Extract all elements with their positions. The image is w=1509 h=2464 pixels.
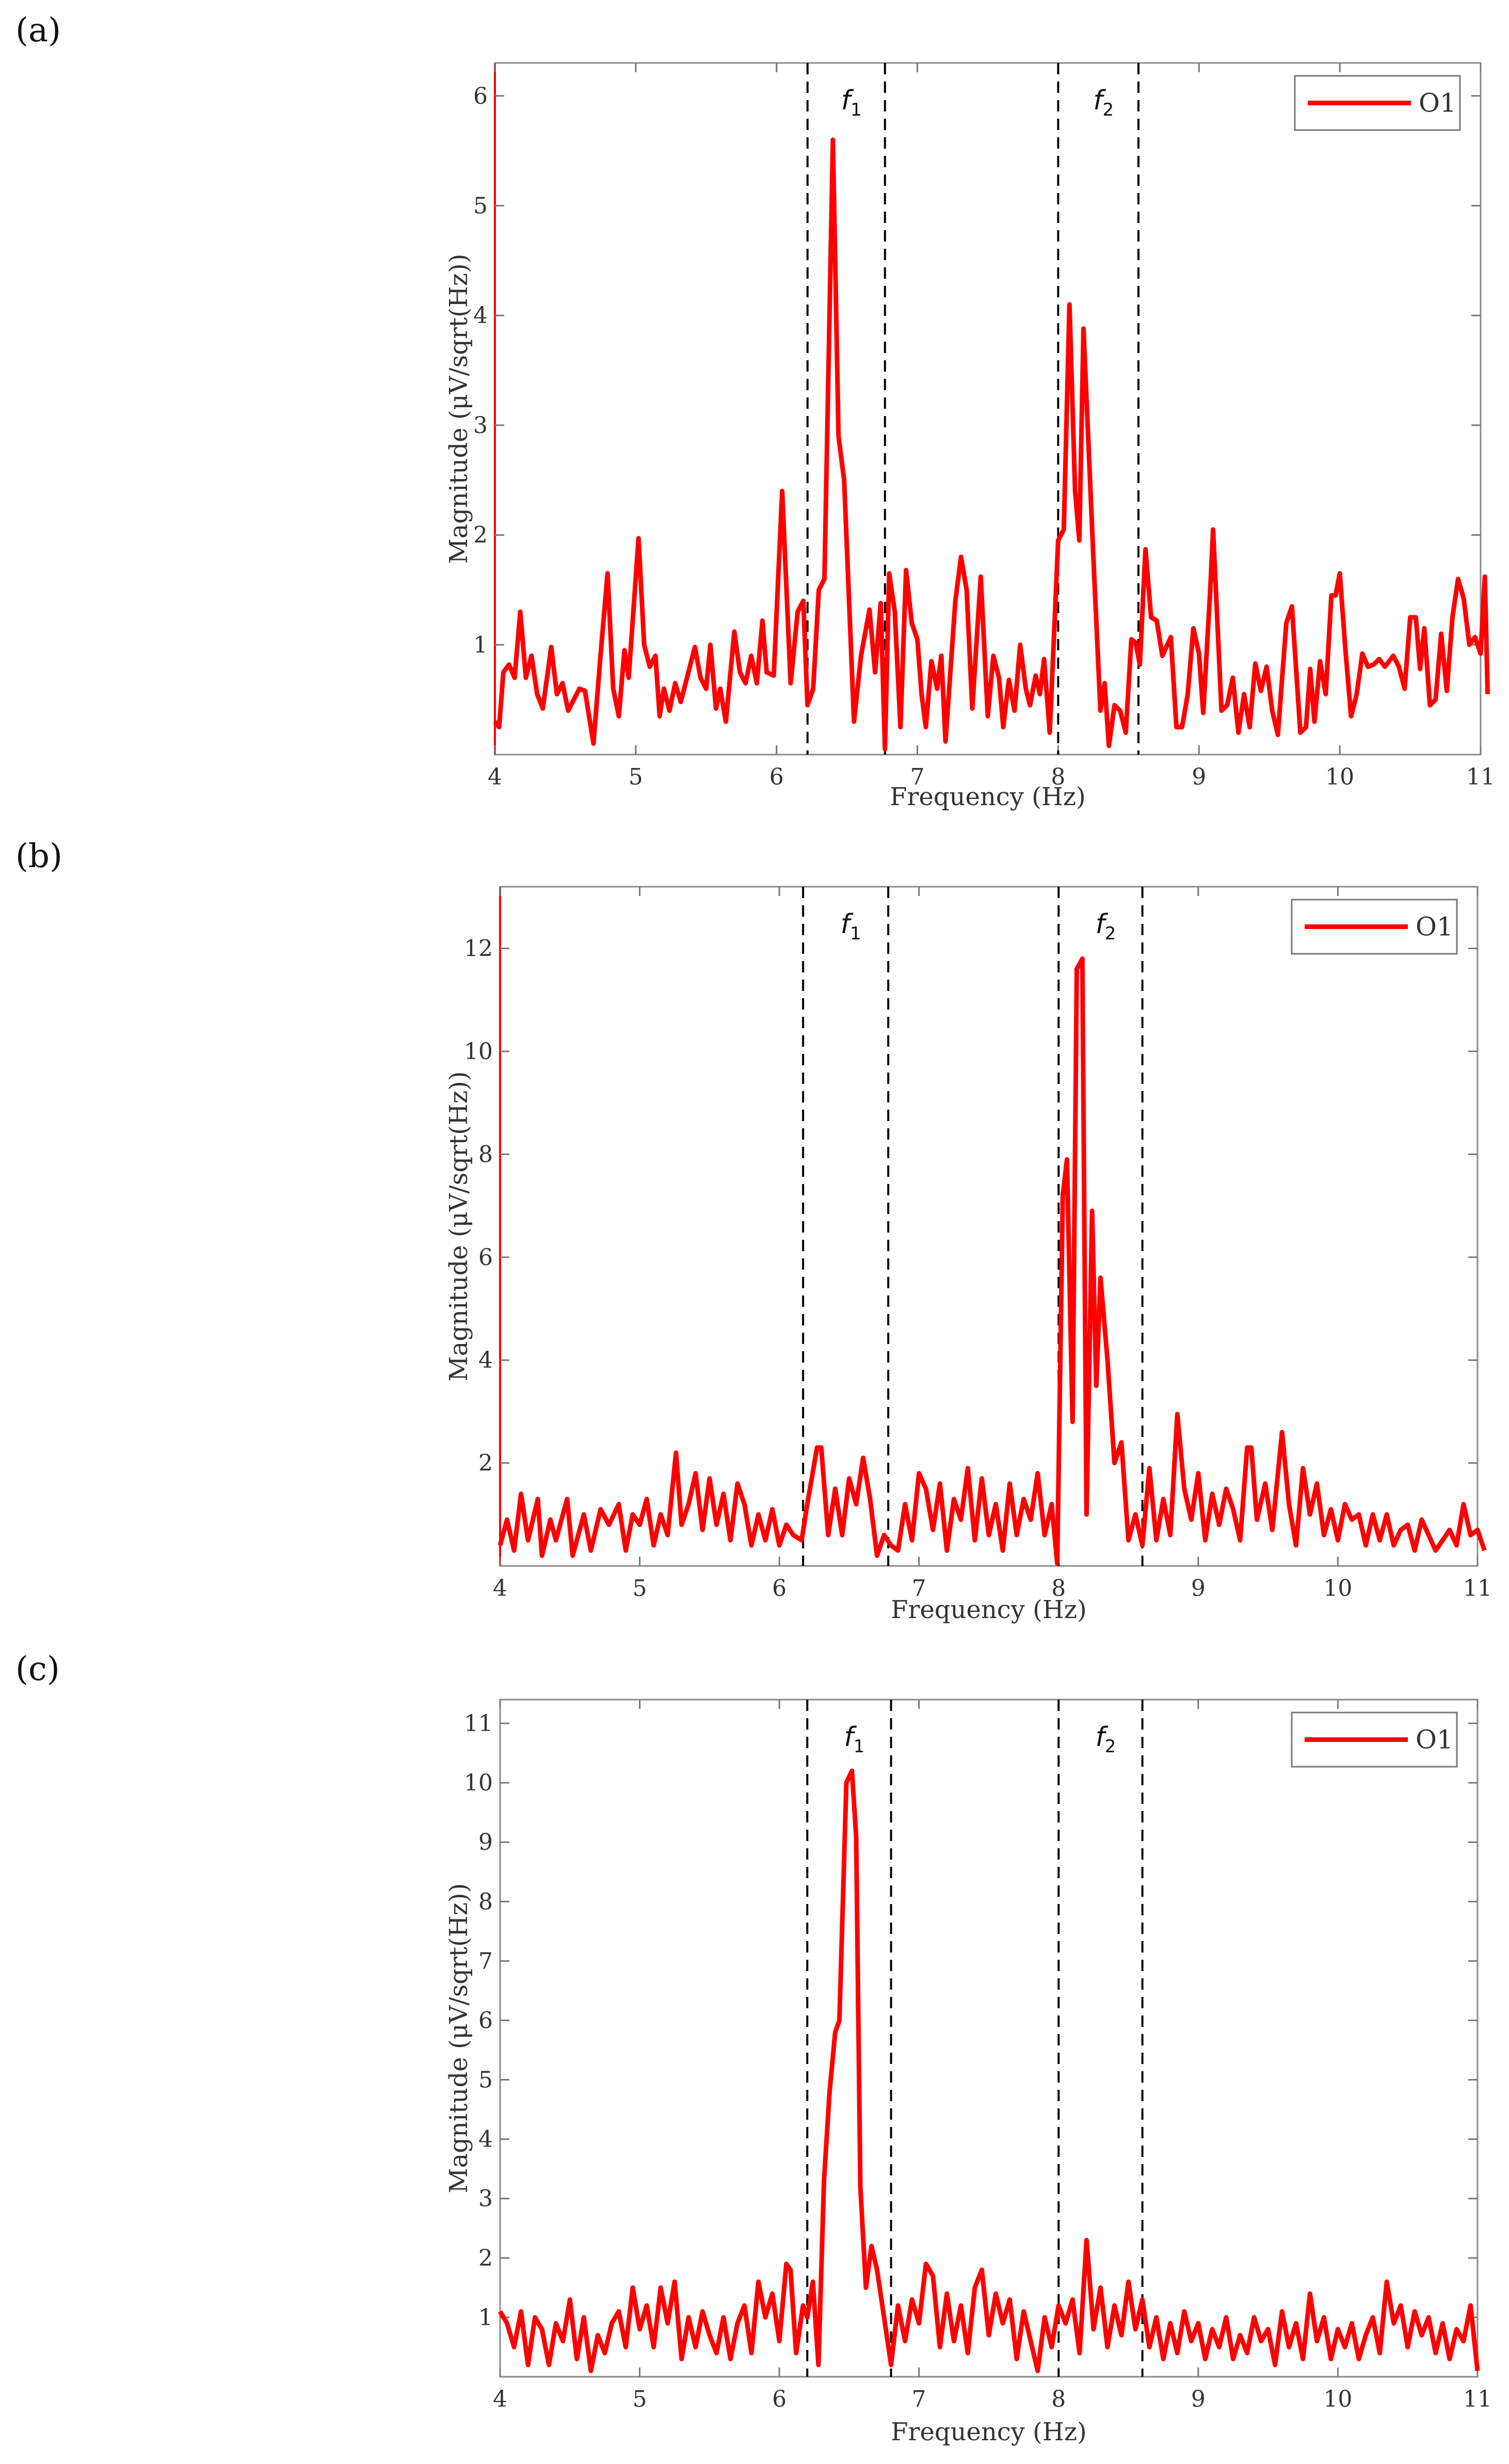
y-tick-label: 1 <box>478 2305 493 2331</box>
y-tick-label: 2 <box>473 522 488 549</box>
y-tick-label: 12 <box>464 936 493 962</box>
x-tick-label: 4 <box>488 764 502 790</box>
legend-label: O1 <box>1416 1725 1453 1755</box>
band-label-subscript: 1 <box>850 100 862 120</box>
x-tick-label: 6 <box>772 1575 786 1602</box>
band-label-f2: f2 <box>1095 1722 1116 1757</box>
y-tick-label: 9 <box>478 1829 493 1855</box>
panel-label: (c) <box>15 1650 60 1688</box>
x-tick-label: 8 <box>1051 764 1065 790</box>
panel-label: (a) <box>15 11 61 50</box>
plot-frame <box>499 1699 1479 2378</box>
x-tick-label: 10 <box>1325 764 1354 790</box>
band-label-f1: f1 <box>844 1722 864 1757</box>
legend-label: O1 <box>1419 88 1456 118</box>
x-tick-label: 11 <box>1463 2386 1492 2412</box>
y-tick-label: 4 <box>478 1347 493 1373</box>
y-axis-label: Magnitude (μV/sqrt(Hz)) <box>444 253 473 564</box>
x-axis-label: Frequency (Hz) <box>890 782 1085 811</box>
band-label-subscript: 2 <box>1103 100 1114 120</box>
legend-label: O1 <box>1416 912 1453 942</box>
x-tick-label: 5 <box>629 764 643 790</box>
legend: O1 <box>1294 75 1461 131</box>
x-axis-label: Frequency (Hz) <box>891 1595 1086 1624</box>
series-line-o1 <box>493 137 1490 751</box>
y-tick-label: 5 <box>473 193 488 219</box>
x-tick-label: 9 <box>1191 1575 1206 1602</box>
legend: O1 <box>1291 899 1458 955</box>
x-tick-label: 4 <box>493 1575 507 1602</box>
y-tick-label: 3 <box>473 412 488 439</box>
y-tick-label: 10 <box>464 1770 493 1796</box>
band-label-f1: f1 <box>841 909 861 944</box>
x-axis-label: Frequency (Hz) <box>891 2418 1086 2446</box>
y-tick-label: 6 <box>478 1244 493 1271</box>
series-line-o1 <box>498 1768 1480 2373</box>
band-label-subscript: 2 <box>1105 1736 1116 1757</box>
x-tick-label: 11 <box>1463 1575 1492 1602</box>
y-tick-label: 11 <box>464 1710 493 1737</box>
band-label-subscript: 1 <box>854 1736 865 1757</box>
x-tick-label: 5 <box>633 2386 647 2412</box>
plot-frame <box>494 62 1482 756</box>
x-tick-label: 6 <box>769 764 784 790</box>
y-tick-label: 7 <box>478 1948 493 1974</box>
band-label-f2: f2 <box>1095 909 1116 944</box>
y-tick-label: 2 <box>478 1450 493 1477</box>
y-tick-label: 4 <box>473 302 488 329</box>
y-tick-label: 6 <box>478 2007 493 2034</box>
x-tick-label: 7 <box>912 1575 926 1602</box>
y-tick-label: 8 <box>478 1141 493 1167</box>
y-tick-label: 3 <box>478 2186 493 2212</box>
y-tick-label: 8 <box>478 1889 493 1915</box>
y-tick-label: 6 <box>473 83 488 109</box>
x-tick-label: 8 <box>1051 1575 1066 1602</box>
x-tick-label: 6 <box>772 2386 786 2412</box>
plot-frame <box>499 886 1479 1567</box>
band-label-f1: f1 <box>841 85 862 120</box>
x-tick-label: 8 <box>1051 2386 1066 2412</box>
y-tick-label: 4 <box>478 2126 493 2153</box>
x-tick-label: 10 <box>1323 1575 1352 1602</box>
y-tick-label: 1 <box>473 632 488 658</box>
y-axis-label: Magnitude (μV/sqrt(Hz)) <box>444 1071 473 1381</box>
y-tick-label: 2 <box>478 2245 493 2271</box>
band-label-subscript: 2 <box>1105 923 1116 944</box>
panel-label: (b) <box>15 837 62 875</box>
x-tick-label: 5 <box>633 1575 647 1602</box>
x-tick-label: 9 <box>1191 2386 1206 2412</box>
y-tick-label: 5 <box>478 2067 493 2093</box>
band-label-subscript: 1 <box>850 923 861 944</box>
series-line-o1 <box>497 956 1487 1566</box>
y-tick-label: 10 <box>464 1038 493 1065</box>
y-axis-label: Magnitude (μV/sqrt(Hz)) <box>444 1883 473 2193</box>
band-label-f2: f2 <box>1093 85 1114 120</box>
x-tick-label: 4 <box>493 2386 507 2412</box>
x-tick-label: 7 <box>912 2386 926 2412</box>
x-tick-label: 11 <box>1466 764 1495 790</box>
x-tick-label: 9 <box>1192 764 1206 790</box>
x-tick-label: 10 <box>1323 2386 1352 2412</box>
legend: O1 <box>1291 1711 1458 1768</box>
x-tick-label: 7 <box>910 764 925 790</box>
